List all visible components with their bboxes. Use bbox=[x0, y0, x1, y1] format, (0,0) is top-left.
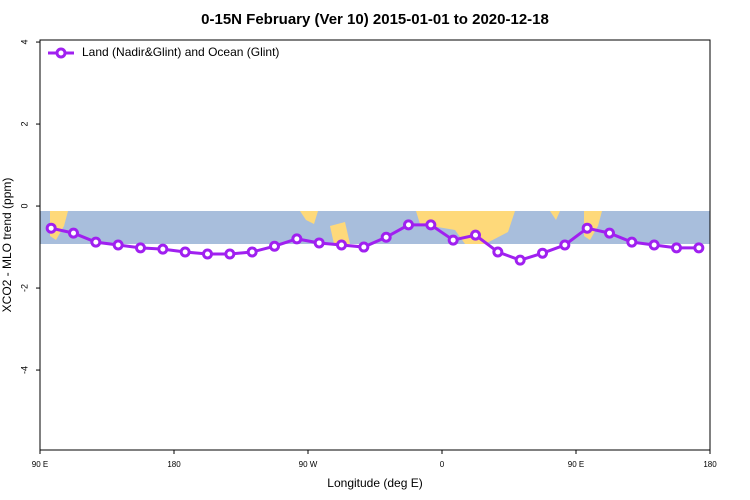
data-point bbox=[45, 222, 57, 234]
y-tick-label: 0 bbox=[19, 204, 29, 209]
data-point bbox=[358, 241, 370, 253]
land bbox=[50, 211, 68, 240]
data-point bbox=[648, 239, 660, 251]
y-axis-label: XCO2 - MLO trend (ppm) bbox=[0, 178, 14, 313]
y-tick-label: 2 bbox=[19, 122, 29, 127]
x-tick-label: 90 E bbox=[32, 460, 48, 469]
ocean bbox=[40, 211, 710, 244]
data-point bbox=[514, 254, 526, 266]
chart-title: 0-15N February (Ver 10) 2015-01-01 to 20… bbox=[201, 11, 549, 28]
data-point bbox=[313, 237, 325, 249]
data-point bbox=[559, 239, 571, 251]
x-tick-label: 0 bbox=[440, 460, 445, 469]
data-point bbox=[492, 246, 504, 258]
data-point bbox=[671, 242, 682, 254]
data-point bbox=[537, 247, 548, 259]
data-point bbox=[269, 240, 280, 252]
data-point bbox=[581, 222, 593, 234]
x-axis-label: Longitude (deg E) bbox=[327, 476, 422, 490]
data-point bbox=[693, 242, 705, 254]
data-point bbox=[246, 246, 258, 258]
data-point bbox=[626, 236, 638, 248]
land bbox=[416, 211, 515, 244]
data-point bbox=[202, 248, 213, 260]
legend-label: Land (Nadir&Glint) and Ocean (Glint) bbox=[82, 45, 279, 59]
data-point bbox=[403, 219, 414, 231]
x-tick-label: 90 W bbox=[299, 460, 318, 469]
land bbox=[550, 211, 560, 220]
legend-marker bbox=[55, 47, 67, 59]
land bbox=[300, 211, 318, 224]
data-point bbox=[179, 246, 191, 258]
y-tick-label: -2 bbox=[19, 284, 29, 292]
data-point bbox=[291, 233, 303, 245]
data-point bbox=[90, 236, 102, 248]
y-tick-label: -4 bbox=[19, 366, 29, 374]
data-point bbox=[224, 248, 236, 260]
data-point bbox=[336, 239, 347, 251]
data-point bbox=[112, 239, 124, 251]
y-tick-label: 4 bbox=[19, 40, 29, 45]
data-point bbox=[380, 231, 392, 243]
land bbox=[330, 222, 350, 244]
plot-frame bbox=[39, 39, 711, 451]
data-point bbox=[604, 227, 615, 239]
data-point bbox=[425, 219, 437, 231]
data-point bbox=[447, 234, 459, 246]
data-point bbox=[157, 243, 169, 255]
map-background bbox=[40, 211, 710, 244]
data-point bbox=[68, 227, 79, 239]
x-tick-label: 180 bbox=[167, 460, 181, 469]
data-point bbox=[135, 242, 146, 254]
data-point bbox=[470, 229, 481, 241]
x-tick-label: 90 E bbox=[568, 460, 584, 469]
x-tick-label: 180 bbox=[703, 460, 717, 469]
